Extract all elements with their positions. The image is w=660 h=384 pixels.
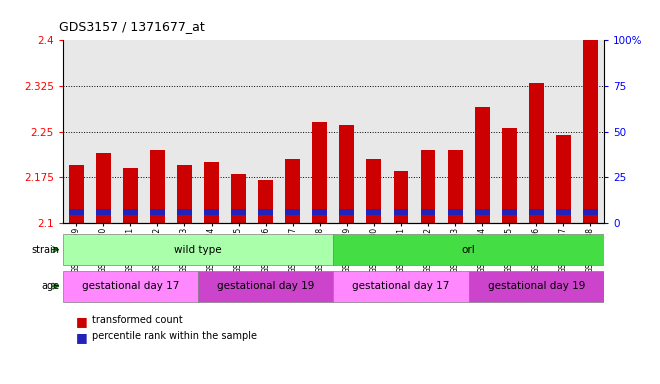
Text: gestational day 19: gestational day 19	[217, 281, 314, 291]
Bar	[475, 107, 490, 223]
Bar	[502, 209, 517, 215]
Text: gestational day 17: gestational day 17	[352, 281, 449, 291]
Bar	[502, 129, 517, 223]
Bar	[366, 209, 381, 215]
Bar	[312, 122, 327, 223]
Bar	[420, 150, 436, 223]
Bar	[177, 209, 192, 215]
Bar	[231, 209, 246, 215]
Bar	[150, 150, 165, 223]
Bar	[583, 209, 598, 215]
Bar	[69, 209, 84, 215]
Text: orl: orl	[462, 245, 475, 255]
Bar	[393, 171, 409, 223]
Bar	[96, 209, 111, 215]
Text: ■: ■	[76, 331, 88, 344]
Bar	[333, 234, 604, 265]
Text: strain: strain	[32, 245, 59, 255]
Text: ■: ■	[76, 315, 88, 328]
Bar	[469, 271, 604, 302]
Bar	[529, 83, 544, 223]
Bar	[285, 209, 300, 215]
Bar	[420, 209, 436, 215]
Bar	[123, 209, 138, 215]
Bar	[258, 209, 273, 215]
Bar	[529, 209, 544, 215]
Bar	[204, 209, 219, 215]
Text: gestational day 17: gestational day 17	[82, 281, 179, 291]
Bar	[123, 168, 138, 223]
Bar	[231, 174, 246, 223]
Bar	[366, 159, 381, 223]
Bar	[198, 271, 333, 302]
Bar	[447, 150, 463, 223]
Text: gestational day 19: gestational day 19	[488, 281, 585, 291]
Text: transformed count: transformed count	[92, 315, 183, 325]
Bar	[333, 271, 469, 302]
Bar	[150, 209, 165, 215]
Bar	[339, 126, 354, 223]
Text: wild type: wild type	[174, 245, 222, 255]
Bar	[339, 209, 354, 215]
Bar	[63, 234, 333, 265]
Bar	[285, 159, 300, 223]
Bar	[96, 153, 111, 223]
Bar	[475, 209, 490, 215]
Bar	[258, 180, 273, 223]
Bar	[177, 165, 192, 223]
Bar	[312, 209, 327, 215]
Text: age: age	[42, 281, 59, 291]
Bar	[393, 209, 409, 215]
Bar	[69, 165, 84, 223]
Bar	[556, 134, 571, 223]
Bar	[204, 162, 219, 223]
Bar	[583, 40, 598, 223]
Text: percentile rank within the sample: percentile rank within the sample	[92, 331, 257, 341]
Text: GDS3157 / 1371677_at: GDS3157 / 1371677_at	[59, 20, 205, 33]
Bar	[63, 271, 198, 302]
Bar	[447, 209, 463, 215]
Bar	[556, 209, 571, 215]
